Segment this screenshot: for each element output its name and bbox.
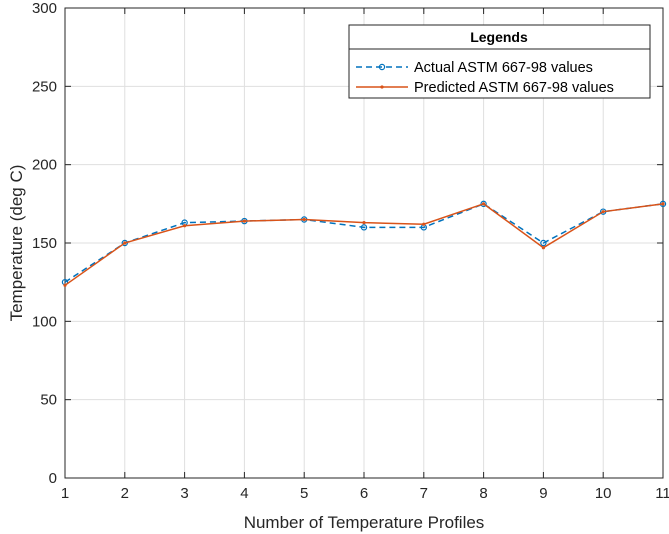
x-tick-label: 11	[655, 485, 669, 502]
y-tick-label: 50	[40, 392, 57, 409]
legend-items: Actual ASTM 667-98 values Predicted ASTM …	[356, 60, 614, 96]
series-2-point	[242, 219, 246, 223]
axes-box	[64, 7, 664, 479]
x-axis-label: Number of Temperature Profiles	[244, 513, 485, 532]
series-2-point	[123, 241, 127, 245]
series-2-point	[422, 222, 426, 226]
series-2-point	[541, 246, 546, 250]
y-tick-label: 300	[32, 0, 57, 17]
series-2-point	[183, 224, 187, 228]
legend-box	[348, 24, 651, 99]
legend-label-1: Actual ASTM 667-98 values	[414, 60, 593, 76]
x-tick-label: 4	[240, 485, 248, 502]
y-tick-label: 100	[32, 313, 57, 330]
series-2-point	[661, 202, 665, 206]
y-tick-label: 250	[32, 78, 57, 95]
legend-marker-1	[378, 63, 386, 71]
series-2-point	[482, 202, 486, 206]
series-2-point	[302, 217, 306, 222]
legend-label-2: Predicted ASTM 667-98 values	[414, 80, 614, 96]
series-2-point	[63, 283, 67, 287]
y-tick-label: 150	[32, 235, 57, 252]
series-group	[61, 200, 667, 287]
x-tick-label: 2	[121, 485, 129, 502]
x-tick-label: 3	[180, 485, 188, 502]
legend: Legends Actual ASTM 667-98 values Predict…	[348, 24, 651, 99]
x-tick-label: 9	[539, 485, 547, 502]
x-tick-label: 5	[300, 485, 308, 502]
series-1-point	[360, 224, 368, 231]
y-tick-label: 200	[32, 157, 57, 174]
series-2-point	[601, 210, 605, 214]
series-2-point	[362, 221, 366, 225]
x-tick-label: 10	[595, 485, 612, 502]
y-tick-label: 0	[49, 470, 57, 487]
x-tick-label: 7	[420, 485, 428, 502]
legend-marker-2	[380, 85, 384, 89]
series-1-point	[540, 239, 547, 247]
series-line-1	[64, 202, 664, 283]
series-1-point	[480, 200, 487, 208]
x-tick-label: 6	[360, 485, 368, 502]
y-axis-label: Temperature (deg C)	[7, 165, 26, 322]
legend-title: Legends	[470, 29, 528, 45]
tick-labels: 1 2 3 4 5 6 7 8 9 10 11 0 50 100 150 200 250 300	[32, 0, 669, 502]
x-tick-label: 1	[61, 485, 69, 502]
axes	[64, 7, 664, 479]
x-tick-label: 8	[479, 485, 487, 502]
